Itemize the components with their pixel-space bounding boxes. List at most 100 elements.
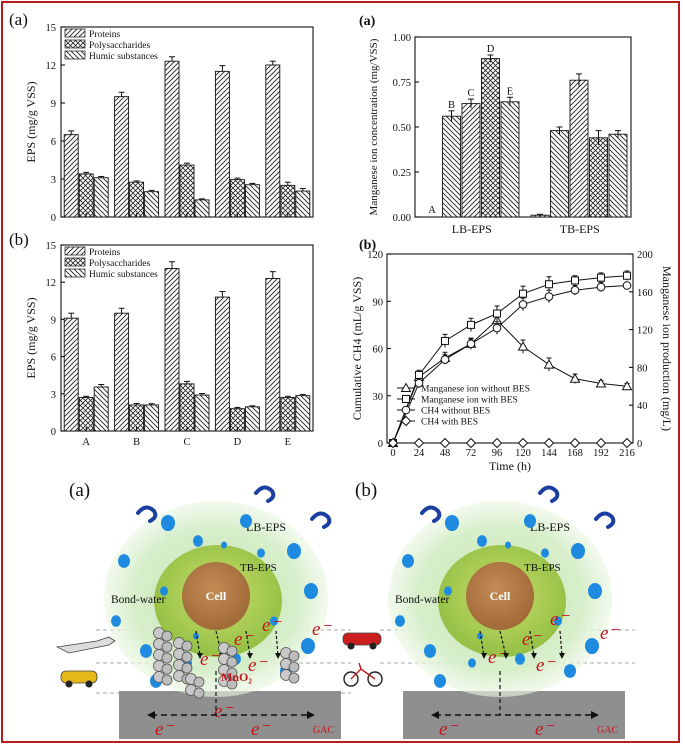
marker-triangle (595, 377, 607, 388)
bar (78, 173, 94, 218)
legend-label: CH4 with BES (421, 418, 478, 428)
bar (481, 58, 500, 218)
bond-water-label: Bond-water (111, 594, 165, 606)
y-tick-label: 0.00 (393, 213, 411, 224)
electron-arrow (559, 630, 563, 657)
electron-label: e⁻ (600, 623, 620, 644)
water-drop (160, 586, 168, 596)
y-axis-label-right: Manganese ion production (mg/L) (660, 266, 674, 431)
bar (179, 164, 195, 218)
y-axis-label: Manganese ion concentration (mg/VSS) (368, 38, 380, 215)
water-drop (571, 542, 585, 560)
marker-diamond (543, 437, 555, 449)
electron-label: e⁻ (535, 719, 555, 740)
electron-label: e⁻ (234, 629, 254, 650)
group-label: TB-EPS (560, 222, 600, 236)
marker-circle (622, 281, 632, 290)
marker-diamond (400, 415, 412, 427)
gac-arrowhead-left (147, 711, 155, 719)
mno2-particle (161, 674, 173, 686)
bar (214, 70, 230, 218)
x-tick-label: 24 (414, 448, 425, 459)
legend-swatch (64, 50, 86, 60)
x-tick-label: 192 (593, 448, 609, 459)
y-tick-label-right: 80 (637, 363, 648, 374)
marker-diamond (439, 437, 451, 449)
marker-diamond (413, 437, 425, 449)
water-drop (111, 615, 121, 627)
car-icon (60, 670, 98, 684)
y-axis-label-left: Cumulative CH4 (mL/g VSS) (350, 277, 364, 420)
y-tick-label: 0 (51, 213, 56, 224)
mno2-particle (226, 678, 238, 690)
bar (114, 312, 130, 432)
diagram-a: (a) GAC Cell LB-EPS TB-EPS Bond-water e⁻ e⁻ e⁻ e… (55, 480, 351, 740)
legend-swatch (64, 257, 86, 267)
marker-circle (440, 355, 450, 364)
electron-label: e⁻ (262, 615, 282, 636)
eps-chart-b: (b) 0 3 6 9 12 15 EPS (mg/g VSS) A B C D E ProteinsP… (9, 230, 314, 448)
water-drop (585, 637, 599, 655)
marker-circle (466, 339, 476, 349)
marker-triangle (400, 382, 412, 392)
bar (144, 404, 160, 432)
lb-eps-label: LB-EPS (246, 520, 286, 534)
water-drop (444, 586, 452, 596)
electron-arrow (529, 630, 535, 657)
marker-diamond (595, 437, 607, 449)
electron-label: e⁻ (550, 609, 570, 630)
car-wheel (65, 680, 73, 688)
bar (589, 137, 608, 218)
bar (194, 394, 210, 432)
electron-arrowhead (247, 653, 253, 659)
diagram-b: (b) GAC Cell LB-EPS TB-EPS Bond-water e⁻ e⁻ e⁻ e… (342, 480, 635, 740)
x-tick-label: B (133, 437, 140, 448)
water-drop (564, 664, 576, 678)
bar (194, 199, 210, 218)
water-drop (554, 616, 562, 626)
x-tick-label: 168 (567, 448, 583, 459)
bar (93, 177, 109, 218)
bar (244, 184, 260, 218)
y-tick-label-left: 120 (367, 250, 383, 261)
polymer-hook (136, 505, 158, 523)
manganese-chart-a: (a) 0.00 0.25 0.50 0.75 1.00 Manganese ion co… (359, 14, 632, 236)
electron-label: e⁻ (200, 649, 220, 670)
water-drop (524, 514, 536, 528)
marker-square (402, 395, 410, 403)
y-tick-label: 0.75 (393, 78, 411, 89)
bar (144, 191, 160, 218)
bar (78, 397, 94, 432)
y-tick-label: 12 (46, 278, 57, 289)
y-tick-label-left: 90 (373, 297, 384, 308)
marker-square (545, 280, 553, 289)
bar (280, 184, 296, 218)
bar (164, 268, 180, 432)
bond-water-label: Bond-water (395, 594, 449, 606)
y-tick-label: 3 (51, 390, 56, 401)
marker-triangle (543, 359, 555, 369)
tb-eps-label: TB-EPS (524, 562, 561, 574)
y-tick-label: 9 (51, 315, 56, 326)
marker-circle (414, 378, 424, 388)
electron-arrowhead (531, 653, 537, 659)
polymer-hook (254, 485, 276, 503)
legend-label: Proteins (89, 30, 120, 40)
x-tick-label: D (234, 437, 242, 448)
x-tick-label: C (183, 437, 190, 448)
bar (295, 190, 311, 218)
gac-label: GAC (597, 725, 618, 736)
marker-diamond (621, 437, 633, 449)
polymer-hook (310, 511, 332, 529)
water-drop (221, 541, 227, 549)
water-drop (541, 548, 549, 558)
y-tick-label: 6 (51, 353, 56, 364)
mno2-particle (226, 667, 238, 679)
y-tick-label: 0.50 (393, 123, 411, 134)
bar (63, 134, 79, 218)
electron-arrowhead (197, 653, 203, 659)
water-drop (140, 644, 152, 658)
bar (461, 103, 481, 218)
y-tick-label-right: 40 (637, 401, 648, 412)
electron-label: e⁻ (312, 619, 332, 640)
